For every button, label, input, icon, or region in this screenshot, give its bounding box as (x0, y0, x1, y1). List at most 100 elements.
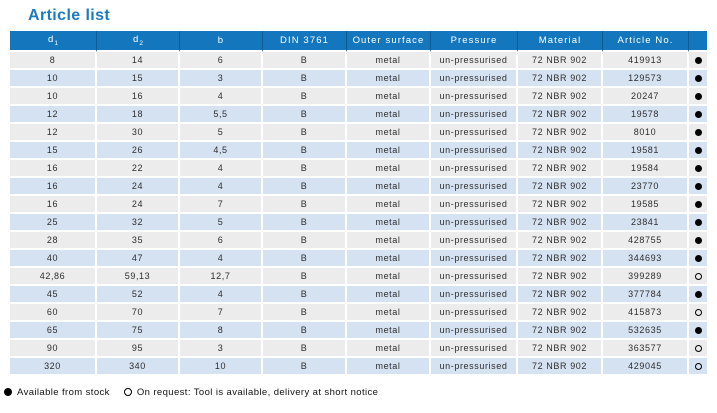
d1-cell: 12 (10, 106, 97, 124)
article-no-cell: 415873 (603, 304, 689, 322)
stock-dot-icon (694, 57, 702, 65)
din-cell: B (263, 322, 347, 340)
pressure-cell: un-pressurised (431, 286, 518, 304)
availability-cell (689, 106, 707, 124)
d1-cell: 10 (10, 88, 97, 106)
d1-cell: 60 (10, 304, 97, 322)
request-dot-icon (123, 388, 132, 396)
stock-legend-label: Available from stock (17, 386, 110, 398)
stock-dot-icon (694, 219, 702, 227)
material-cell: 72 NBR 902 (518, 70, 603, 88)
pressure-cell: un-pressurised (431, 178, 518, 196)
d1-cell: 28 (10, 232, 97, 250)
outer-surface-cell: metal (347, 214, 431, 232)
outer-surface-cell: metal (347, 196, 431, 214)
d2-cell: 24 (97, 178, 180, 196)
stock-dot-icon (694, 147, 702, 155)
d1-cell: 15 (10, 142, 97, 160)
header-row: d1 d2 b DIN 3761 Outer surface Pressure … (10, 31, 707, 52)
pressure-cell: un-pressurised (431, 52, 518, 70)
d2-cell: 35 (97, 232, 180, 250)
d1-cell: 90 (10, 340, 97, 358)
article-no-cell: 399289 (603, 268, 689, 286)
b-cell: 12,7 (180, 268, 263, 286)
article-no-cell: 377784 (603, 286, 689, 304)
availability-cell (689, 142, 707, 160)
column-header-pressure: Pressure (431, 31, 518, 52)
din-cell: B (263, 196, 347, 214)
article-no-cell: 8010 (603, 124, 689, 142)
column-header-din-3761: DIN 3761 (263, 31, 347, 52)
outer-surface-cell: metal (347, 88, 431, 106)
d1-cell: 320 (10, 358, 97, 376)
request-legend-label: On request: Tool is available, delivery … (136, 386, 379, 398)
article-no-cell: 19584 (603, 160, 689, 178)
stock-dot-icon (694, 291, 702, 299)
d2-cell: 70 (97, 304, 180, 322)
d1-cell: 16 (10, 196, 97, 214)
d2-cell: 14 (97, 52, 180, 70)
pressure-cell: un-pressurised (431, 160, 518, 178)
outer-surface-cell: metal (347, 268, 431, 286)
pressure-cell: un-pressurised (431, 124, 518, 142)
availability-cell (689, 358, 707, 376)
column-header-d2: d2 (97, 31, 180, 52)
outer-surface-cell: metal (347, 70, 431, 88)
outer-surface-cell: metal (347, 340, 431, 358)
material-cell: 72 NBR 902 (518, 358, 603, 376)
stock-dot-icon (694, 327, 702, 335)
outer-surface-cell: metal (347, 142, 431, 160)
availability-cell (689, 250, 707, 268)
din-cell: B (263, 124, 347, 142)
outer-surface-cell: metal (347, 52, 431, 70)
material-cell: 72 NBR 902 (518, 268, 603, 286)
outer-surface-cell: metal (347, 178, 431, 196)
d1-cell: 16 (10, 178, 97, 196)
b-cell: 4 (180, 88, 263, 106)
d2-cell: 75 (97, 322, 180, 340)
column-header-material: Material (518, 31, 603, 52)
availability-cell (689, 286, 707, 304)
article-no-cell: 429045 (603, 358, 689, 376)
article-no-cell: 19585 (603, 196, 689, 214)
b-cell: 3 (180, 70, 263, 88)
material-cell: 72 NBR 902 (518, 286, 603, 304)
page-title: Article list (28, 7, 111, 24)
material-cell: 72 NBR 902 (518, 52, 603, 70)
material-cell: 72 NBR 902 (518, 88, 603, 106)
d2-cell: 22 (97, 160, 180, 178)
column-header-outer-surface: Outer surface (347, 31, 431, 52)
material-cell: 72 NBR 902 (518, 214, 603, 232)
outer-surface-cell: metal (347, 232, 431, 250)
din-cell: B (263, 142, 347, 160)
pressure-cell: un-pressurised (431, 340, 518, 358)
b-cell: 5,5 (180, 106, 263, 124)
b-cell: 5 (180, 124, 263, 142)
din-cell: B (263, 70, 347, 88)
stock-dot-icon (694, 165, 702, 173)
b-cell: 10 (180, 358, 263, 376)
din-cell: B (263, 268, 347, 286)
din-cell: B (263, 304, 347, 322)
stock-dot-icon (694, 255, 702, 263)
article-no-cell: 20247 (603, 88, 689, 106)
outer-surface-cell: metal (347, 286, 431, 304)
b-cell: 4 (180, 178, 263, 196)
stock-dot-icon (694, 93, 702, 101)
b-cell: 4 (180, 286, 263, 304)
material-cell: 72 NBR 902 (518, 124, 603, 142)
d2-cell: 26 (97, 142, 180, 160)
article-list-table: d1 d2 b DIN 3761 Outer surface Pressure … (10, 31, 707, 376)
